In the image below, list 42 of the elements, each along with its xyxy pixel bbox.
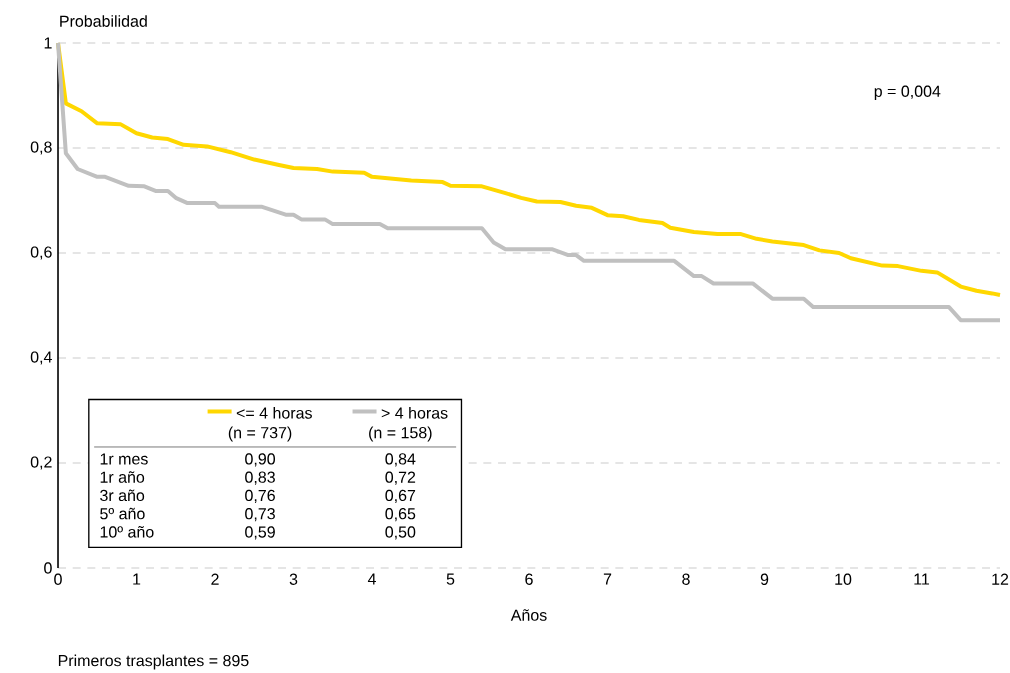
annotation: 1r año: [100, 471, 145, 483]
x-tick-label: 2: [211, 573, 219, 585]
legend-label: > 4 horas: [381, 406, 448, 419]
y-tick-label: 0,4: [30, 351, 52, 365]
y-axis-title: Probabilidad: [60, 15, 147, 27]
annotation: 1r mes: [100, 453, 148, 465]
annotation: 0,83: [245, 471, 275, 485]
x-axis-title: Años: [510, 609, 547, 621]
annotation: 5º año: [100, 507, 145, 520]
x-tick-label: 10: [835, 573, 852, 585]
x-tick-label: 3: [289, 573, 298, 585]
annotation: 10º año: [100, 526, 154, 538]
annotation: 0,65: [385, 508, 416, 522]
x-tick-label: 7: [603, 573, 612, 585]
y-tick-label: 0,6: [30, 246, 52, 260]
x-tick-label: 11: [914, 573, 930, 585]
y-tick-label: 0,2: [30, 456, 52, 470]
annotation: 0,84: [385, 453, 416, 467]
x-tick-label: 9: [760, 573, 769, 585]
x-tick-label: 1: [133, 573, 141, 585]
x-tick-label: 6: [525, 573, 533, 585]
annotation: 0,67: [385, 489, 416, 504]
annotation: 3r año: [100, 489, 145, 502]
annotation: (n = 737): [228, 426, 292, 442]
annotation: 0,90: [245, 453, 276, 467]
annotation: 0,76: [245, 489, 275, 504]
x-tick-label: 4: [367, 573, 376, 585]
y-tick-label: 0: [44, 562, 52, 574]
x-tick-label: 12: [992, 573, 1009, 585]
annotation: 0,72: [385, 471, 416, 485]
y-tick-label: 0,8: [30, 141, 52, 155]
annotation: 0,50: [385, 526, 416, 540]
x-tick-label: 0: [54, 573, 62, 585]
annotation: p = 0,004: [874, 85, 941, 101]
annotation: 0,73: [245, 508, 275, 522]
x-tick-label: 8: [682, 573, 690, 585]
annotation: (n = 158): [369, 426, 432, 442]
legend-label: <= 4 horas: [236, 406, 312, 419]
text: Primeros trasplantes = 895: [58, 654, 249, 670]
annotation: 0,59: [245, 526, 275, 540]
x-tick-label: 5: [446, 573, 455, 585]
y-tick-label: 1: [44, 37, 52, 49]
